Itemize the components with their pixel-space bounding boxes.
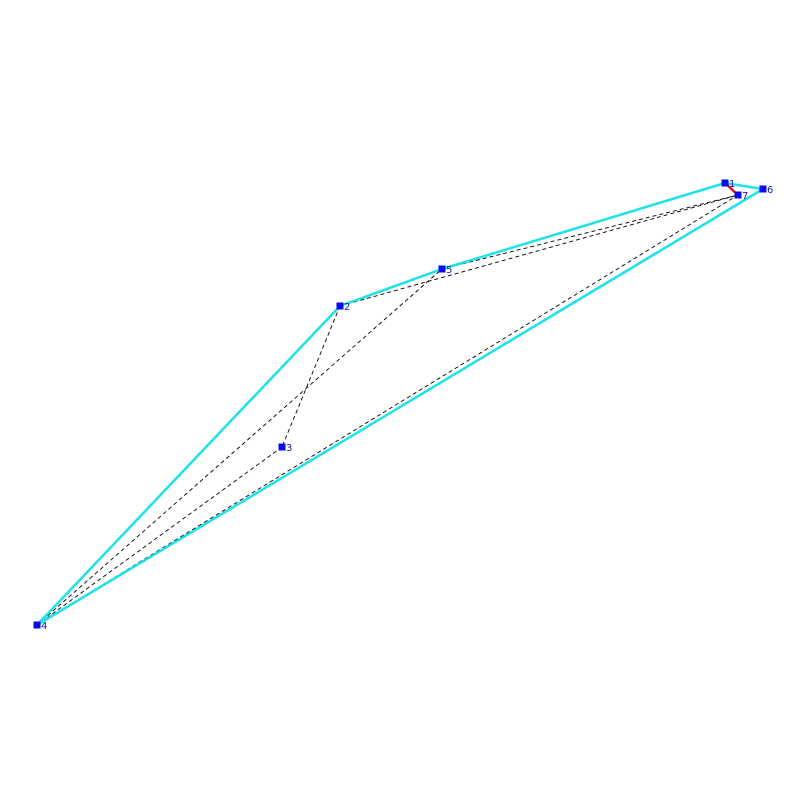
hull-edge-5-1	[441, 181, 726, 271]
hull-edge-4-2	[36, 305, 341, 626]
vertex-label-1: 1	[729, 179, 735, 190]
dashed-edge-5-7	[441, 194, 739, 270]
vertex-2	[336, 302, 344, 310]
dashed-edge-2-7	[339, 194, 739, 307]
hull-edge-6-4	[36, 187, 764, 627]
vertex-5	[438, 265, 446, 273]
dashed-edges	[36, 182, 739, 626]
vertices: 1 2 3 4 5 6 7	[33, 179, 773, 632]
hull-edge-1-6	[724, 181, 764, 191]
dashed-edge-4-5	[36, 268, 443, 626]
dashed-edge-2-3	[281, 305, 341, 448]
vertex-label-3: 3	[286, 443, 292, 454]
vertex-label-6: 6	[767, 185, 773, 196]
vertex-label-2: 2	[344, 302, 350, 313]
dashed-edge-3-4	[36, 446, 283, 626]
vertex-label-4: 4	[41, 621, 47, 632]
hull-edge-2-5	[339, 267, 443, 308]
vertex-6	[759, 185, 767, 193]
vertex-label-5: 5	[446, 265, 452, 276]
vertex-3	[278, 443, 286, 451]
hull-edges	[36, 181, 764, 627]
vertex-4	[33, 621, 41, 629]
vertex-7	[734, 191, 742, 199]
vertex-label-7: 7	[742, 191, 748, 202]
vertex-1	[721, 179, 729, 187]
